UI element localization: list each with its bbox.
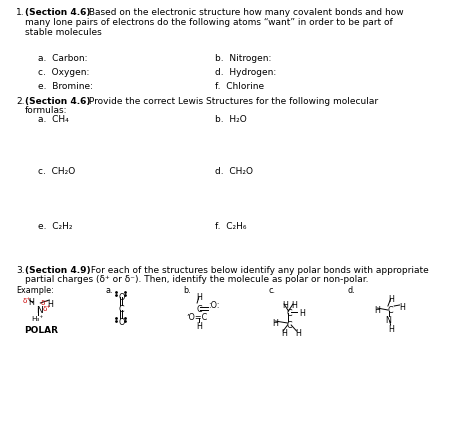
Text: c.: c. [269,286,276,295]
Text: Based on the electronic structure how many covalent bonds and how: Based on the electronic structure how ma… [86,8,404,17]
Text: C: C [287,309,292,318]
Text: For each of the structures below identify any polar bonds with appropriate: For each of the structures below identif… [88,266,428,275]
Text: H: H [282,301,288,310]
Text: C: C [118,305,124,314]
Text: H: H [299,309,305,318]
Text: e.  Bromine:: e. Bromine: [37,82,92,91]
Text: d.  Hydrogen:: d. Hydrogen: [215,68,276,77]
Text: a.  Carbon:: a. Carbon: [37,54,87,63]
Text: partial charges (δ⁺ or δ⁻). Then, identify the molecule as polar or non-polar.: partial charges (δ⁺ or δ⁻). Then, identi… [25,275,369,284]
Text: H: H [281,329,287,338]
Text: δ⁻: δ⁻ [40,300,48,306]
Text: C: C [196,305,202,314]
Text: f.  Chlorine: f. Chlorine [215,82,264,91]
Text: ʼO=C: ʼO=C [186,313,208,322]
Text: a.: a. [106,286,113,295]
Text: d.  CH₂O: d. CH₂O [215,167,253,176]
Text: POLAR: POLAR [24,326,58,335]
Text: e.  C₂H₂: e. C₂H₂ [37,222,72,231]
Text: H: H [28,298,34,307]
Text: C: C [387,306,392,315]
Text: :O:: :O: [208,301,219,310]
Text: c.  CH₂O: c. CH₂O [37,167,75,176]
Text: stable molecules: stable molecules [25,28,102,37]
Text: H: H [273,319,278,328]
Text: Provide the correct Lewis Structures for the following molecular: Provide the correct Lewis Structures for… [86,97,378,106]
Text: H: H [291,301,297,310]
Text: d.: d. [347,286,355,295]
Text: δ⁺: δ⁺ [22,298,31,304]
Text: H: H [388,325,394,334]
Text: formulas:: formulas: [25,106,68,115]
Text: a.  CH₄: a. CH₄ [37,115,68,124]
Text: H: H [47,300,54,309]
Text: Example:: Example: [16,286,54,295]
Text: N: N [385,316,391,325]
Text: O: O [118,318,125,327]
Text: H: H [400,303,405,312]
Text: δ⁺: δ⁺ [43,306,51,312]
Text: b.  H₂O: b. H₂O [215,115,247,124]
Text: f.  C₂H₆: f. C₂H₆ [215,222,246,231]
Text: 1.: 1. [16,8,25,17]
Text: H: H [374,306,380,315]
Text: O: O [118,293,125,302]
Text: b.  Nitrogen:: b. Nitrogen: [215,54,272,63]
Text: (Section 4.6): (Section 4.6) [25,8,91,17]
Text: c.  Oxygen:: c. Oxygen: [37,68,89,77]
Text: H₃⁺: H₃⁺ [31,316,44,322]
Text: 2.: 2. [16,97,25,106]
Text: C: C [287,321,292,330]
Text: H: H [296,329,301,338]
Text: b.: b. [183,286,191,295]
Text: H: H [196,293,202,302]
Text: H: H [196,322,202,331]
Text: N: N [36,306,43,315]
Text: (Section 4.6): (Section 4.6) [25,97,91,106]
Text: many lone pairs of electrons do the following atoms “want” in order to be part o: many lone pairs of electrons do the foll… [25,18,393,27]
Text: 3.: 3. [16,266,25,275]
Text: (Section 4.9): (Section 4.9) [25,266,91,275]
Text: H: H [388,295,394,304]
